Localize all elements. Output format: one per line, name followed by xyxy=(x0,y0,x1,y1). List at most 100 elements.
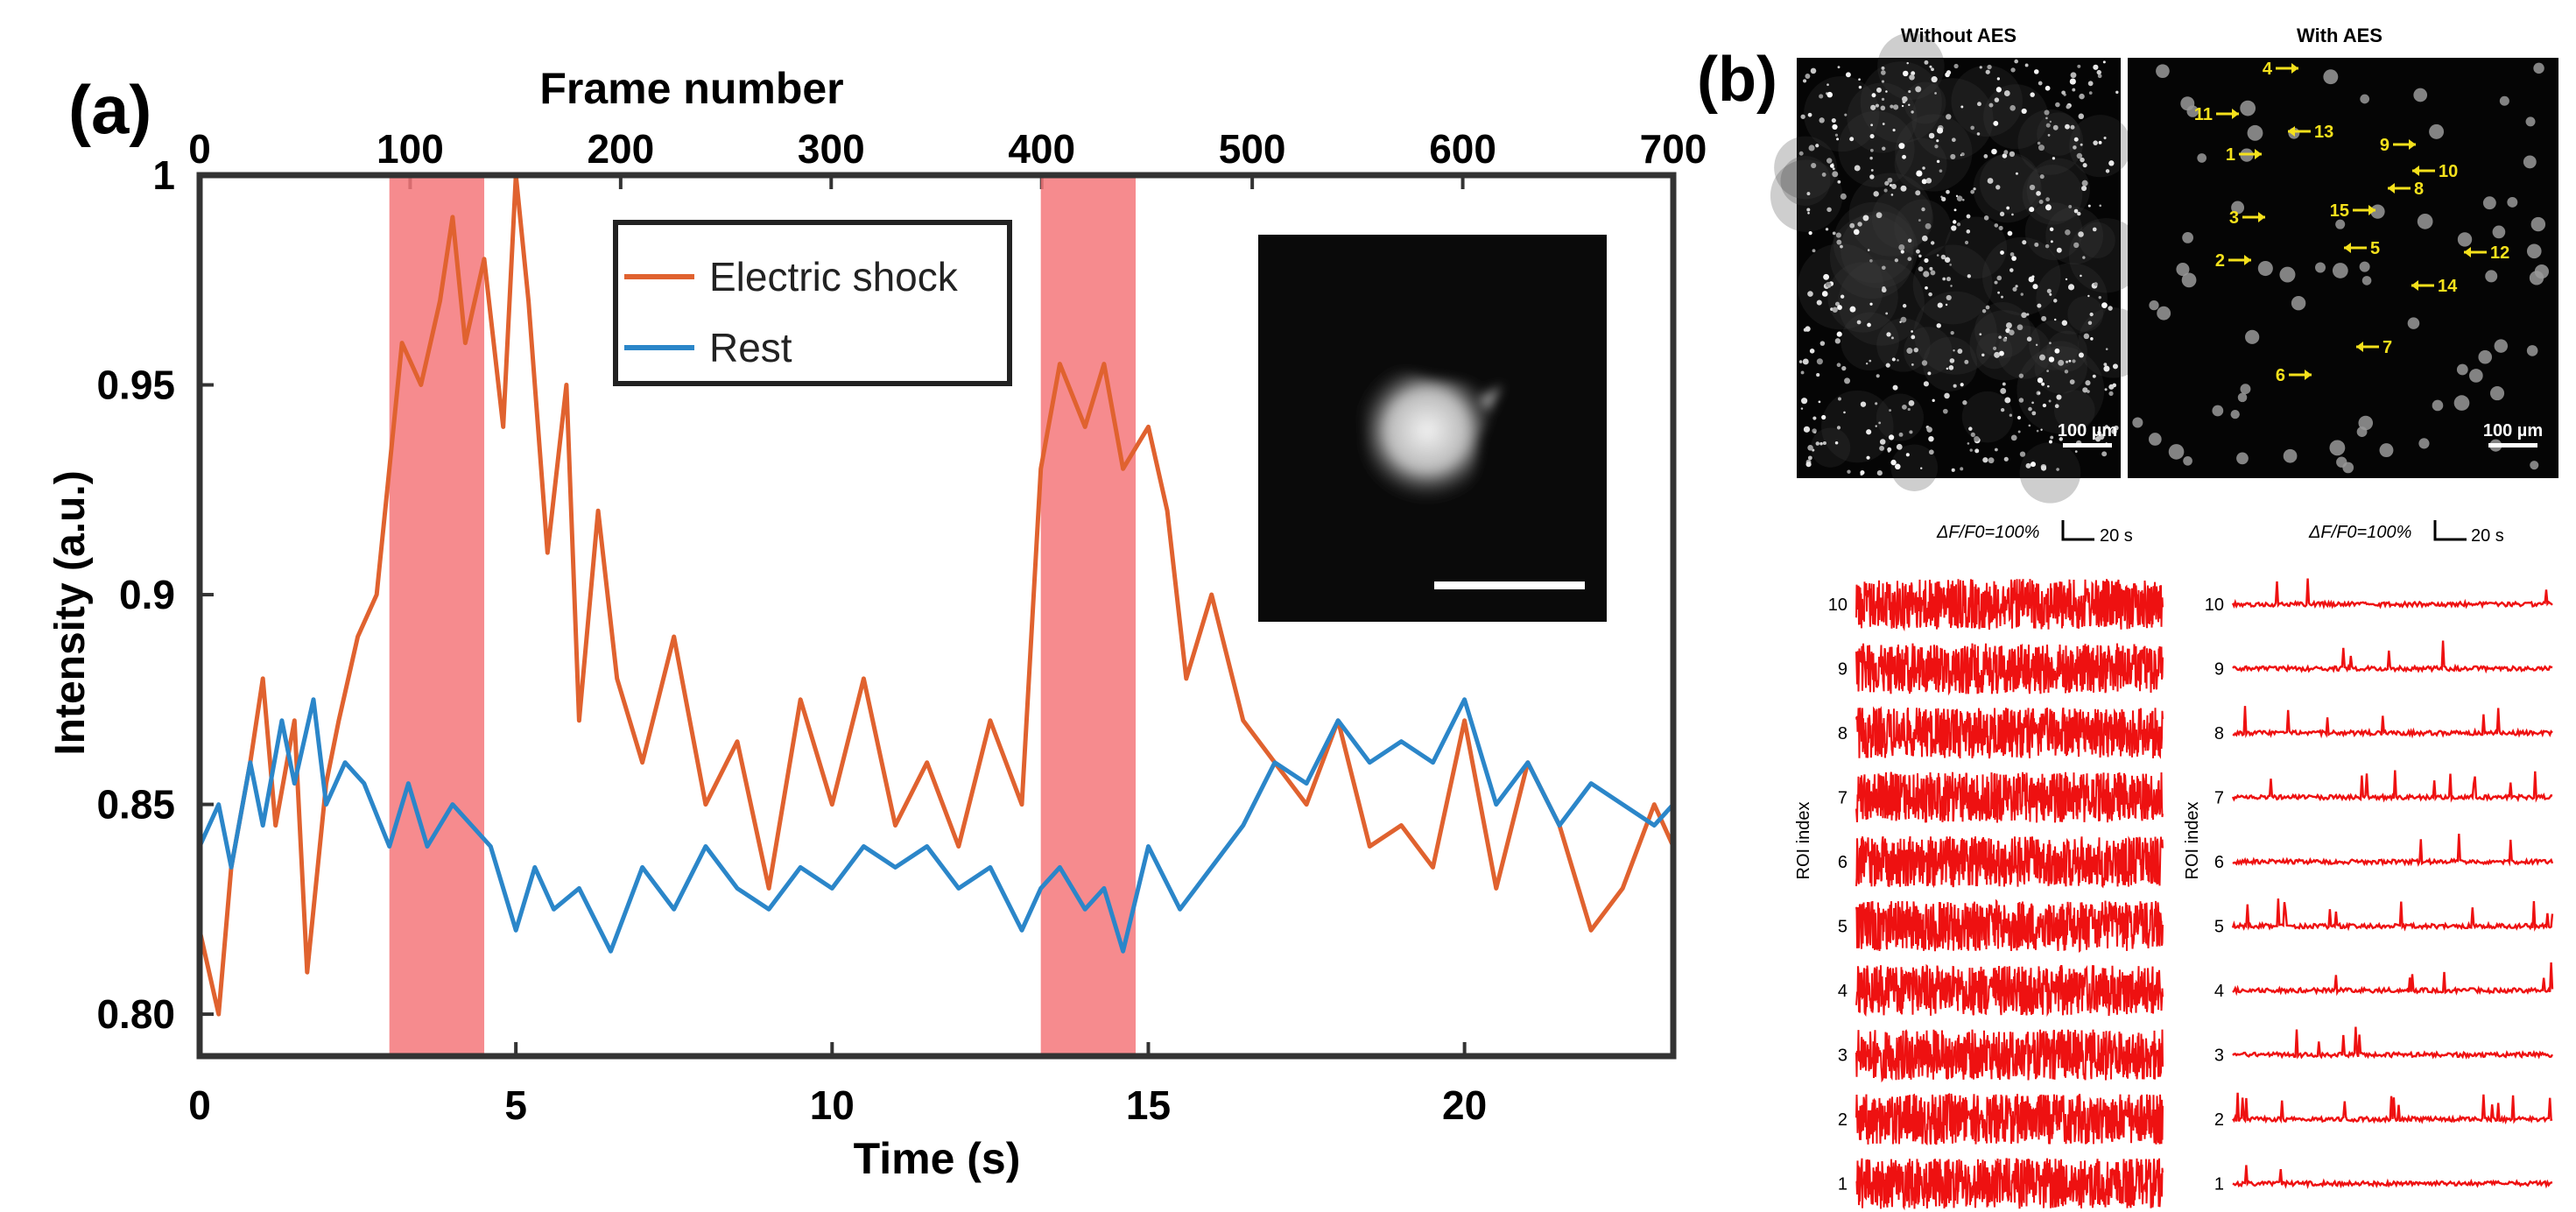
cell-dot xyxy=(2108,391,2114,396)
cell-dot xyxy=(1994,351,2001,358)
cell-dot xyxy=(1991,148,1997,155)
cell-dot xyxy=(1930,270,1936,276)
roi-arrowhead-4 xyxy=(2291,63,2298,74)
cell-dot xyxy=(1862,215,1869,222)
cell-soma xyxy=(2240,100,2256,116)
cell-dot xyxy=(1857,222,1862,227)
cell-dot xyxy=(1889,409,1892,412)
cell-dot xyxy=(2014,59,2019,64)
cell-dot xyxy=(1881,80,1885,83)
cell-dot xyxy=(1925,222,1932,229)
roi-index-label-8: 8 xyxy=(2214,724,2224,743)
cell-dot xyxy=(2038,81,2043,86)
cell-dot xyxy=(1913,347,1918,353)
cell-dot xyxy=(1821,414,1826,420)
cell-dot xyxy=(2070,124,2075,130)
cell-dot xyxy=(1968,426,1973,431)
cell-dot xyxy=(1923,271,1930,278)
cell-soma xyxy=(2329,440,2346,456)
cell-dot xyxy=(2103,365,2110,372)
roi-arrowhead-6 xyxy=(2305,370,2312,380)
cell-dot xyxy=(1836,363,1841,368)
cell-dot xyxy=(1946,276,1952,282)
cell-soma xyxy=(2432,399,2444,412)
cell-dot xyxy=(1970,432,1975,437)
cell-dot xyxy=(1983,215,1989,221)
cell-dot xyxy=(1900,185,1907,192)
haze-blob xyxy=(1876,318,1931,372)
roi-index-label-1: 1 xyxy=(2214,1175,2224,1194)
cell-dot xyxy=(1902,95,1908,102)
cell-dot xyxy=(1966,229,1971,234)
cell-dot xyxy=(1974,448,1980,454)
haze-blob xyxy=(1860,61,1942,144)
cell-dot xyxy=(1999,350,2004,356)
cell-dot xyxy=(1985,69,1990,74)
roi-index-label-6: 6 xyxy=(2214,853,2224,872)
cell-dot xyxy=(1816,373,1820,377)
roi-marker-11: 11 xyxy=(2194,105,2213,124)
roi-arrowhead-10 xyxy=(2412,166,2419,176)
cell-soma xyxy=(2492,225,2506,239)
cell-dot xyxy=(1881,70,1886,75)
cell-dot xyxy=(1870,168,1874,172)
trace-scale-bar-right xyxy=(2433,520,2467,541)
x-axis-ticks: 0 5 10 15 20 xyxy=(188,1042,1487,1128)
cell-dot xyxy=(1964,240,1969,245)
cell-dot xyxy=(1915,190,1921,196)
cell-dot xyxy=(1901,104,1904,108)
cell-dot xyxy=(1880,105,1886,111)
cell-dot xyxy=(2097,430,2101,435)
cell-dot xyxy=(1865,363,1869,365)
cell-dot xyxy=(1946,189,1950,194)
haze-blob xyxy=(1841,312,1899,371)
cell-dot xyxy=(1907,407,1911,412)
top-tick-label: 400 xyxy=(1008,126,1075,172)
cell-dot xyxy=(1942,277,1946,281)
cell-dot xyxy=(2059,437,2064,441)
cell-dot xyxy=(1897,359,1899,362)
roi-trace-8 xyxy=(2232,706,2553,739)
cell-dot xyxy=(2052,157,2056,160)
cell-dot xyxy=(1902,304,1907,308)
cell-dot xyxy=(1908,103,1911,107)
roi-marker-4: 4 xyxy=(2263,60,2273,79)
cell-dot xyxy=(1955,194,1959,198)
cell-dot xyxy=(1890,459,1897,466)
cell-dot xyxy=(2070,72,2077,79)
traces-with-aes: ΔF/F0=100% 20 s ROI index 10 9 8 7 6 5 4 3 2 1 xyxy=(2183,520,2554,1194)
cell-dot xyxy=(2010,434,2017,441)
roi-trace-3 xyxy=(1855,1029,2164,1083)
cell-dot xyxy=(1837,180,1841,184)
cell-dot xyxy=(1969,448,1973,452)
cell-soma xyxy=(2245,329,2260,344)
cell-dot xyxy=(1923,381,1929,387)
cell-dot xyxy=(2078,113,2085,120)
cell-dot xyxy=(2020,292,2023,296)
cell-dot xyxy=(2038,144,2045,152)
cell-dot xyxy=(1866,455,1870,460)
cell-dot xyxy=(1832,167,1835,171)
cell-dot xyxy=(1960,467,1964,471)
cell-dot xyxy=(2001,295,2003,299)
cell-dot xyxy=(2085,380,2091,386)
cell-dot xyxy=(1926,426,1932,433)
cell-dot xyxy=(1876,470,1883,476)
cell-dot xyxy=(1819,341,1826,346)
cell-dot xyxy=(1892,129,1896,132)
cell-dot xyxy=(2030,92,2035,97)
cell-dot xyxy=(1981,353,1985,357)
cell-dot xyxy=(1871,93,1876,98)
cell-dot xyxy=(2068,359,2072,363)
cell-dot xyxy=(1869,174,1875,180)
cell-dot xyxy=(1896,443,1903,450)
haze-blob xyxy=(1894,199,1952,257)
cell-dot xyxy=(1884,180,1890,186)
haze-blob xyxy=(1894,137,1947,191)
cell-dot xyxy=(1878,421,1882,425)
cell-dot xyxy=(2040,428,2043,431)
image-title-without-aes: Without AES xyxy=(1901,25,2016,46)
cell-dot xyxy=(1944,392,1950,399)
cell-dot xyxy=(2018,373,2024,378)
cell-dot xyxy=(1934,92,1937,95)
